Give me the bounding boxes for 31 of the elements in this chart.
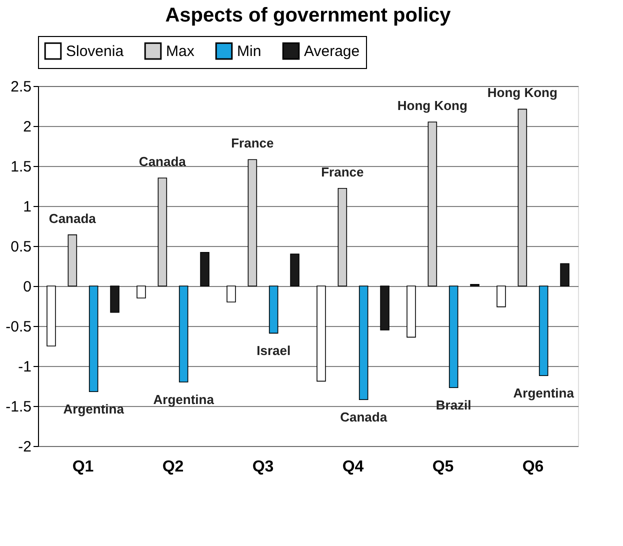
y-tick-label: -1 xyxy=(18,358,32,376)
annotation: Argentina xyxy=(153,392,215,407)
y-tick-label: 1 xyxy=(23,198,32,216)
y-tick-label: -1.5 xyxy=(6,398,32,416)
legend-label: Max xyxy=(166,43,195,60)
y-tick-label: 2 xyxy=(23,118,32,136)
annotation: Canada xyxy=(340,410,388,425)
annotation: France xyxy=(231,136,274,151)
chart-title: Aspects of government policy xyxy=(165,4,452,26)
annotation: Israel xyxy=(256,343,291,358)
legend-label: Slovenia xyxy=(66,43,124,60)
legend-label: Min xyxy=(237,43,262,60)
annotation: France xyxy=(321,164,364,180)
y-tick-label: 0.5 xyxy=(10,238,32,256)
annotation: Hong Kong xyxy=(397,98,468,113)
annotation: Argentina xyxy=(513,386,575,401)
annotation: Canada xyxy=(48,210,97,226)
y-tick-label: -2 xyxy=(18,438,32,456)
x-tick-label: Q3 xyxy=(252,458,274,476)
legend-label: Average xyxy=(304,43,360,60)
x-tick-label: Q4 xyxy=(342,458,364,476)
y-tick-label: 2.5 xyxy=(10,78,32,96)
annotation: Canada xyxy=(138,154,187,169)
x-tick-label: Q5 xyxy=(432,458,454,476)
annotation: Hong Kong xyxy=(487,85,558,100)
x-tick-label: Q2 xyxy=(162,458,184,476)
y-tick-label: 0 xyxy=(23,278,32,296)
y-tick-label: -0.5 xyxy=(6,318,32,336)
x-tick-label: Q6 xyxy=(522,458,544,476)
y-tick-label: 1.5 xyxy=(10,158,32,176)
x-tick-label: Q1 xyxy=(72,458,94,476)
